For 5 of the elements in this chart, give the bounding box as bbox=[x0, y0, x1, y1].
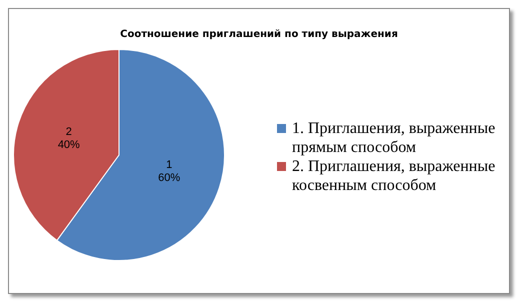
chart-title: Соотношение приглашений по типу выражения bbox=[119, 29, 399, 40]
legend-label: 1. Приглашения, выраженные прямым способом bbox=[292, 119, 496, 157]
data-label: 2 40% bbox=[58, 126, 80, 152]
data-label: 1 60% bbox=[158, 158, 180, 184]
legend-label: 2. Приглашения, выраженные косвенным способом bbox=[292, 157, 496, 195]
